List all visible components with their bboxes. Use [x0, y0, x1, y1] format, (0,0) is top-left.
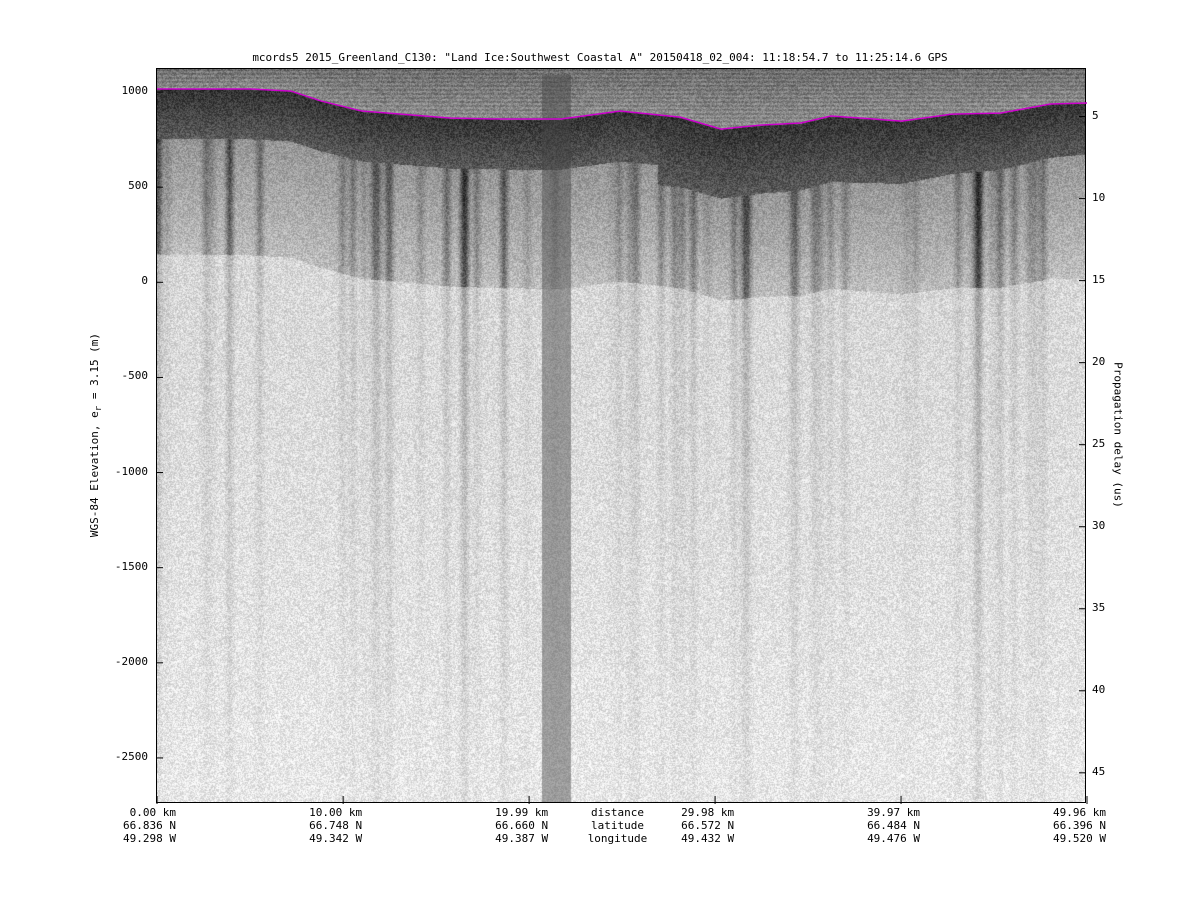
x-tick-distance: 29.98 km: [681, 806, 735, 819]
y2-tick-label: 45: [1092, 764, 1106, 778]
x-row-label: distance: [591, 806, 644, 819]
plot-overlay: [156, 88, 1088, 804]
surface-pick-line: [157, 88, 1088, 130]
chart-title: mcords5 2015_Greenland_C130: "Land Ice:S…: [252, 51, 948, 64]
y-tick-label: -2000: [114, 654, 148, 668]
x-tick-distance: 19.99 km: [495, 806, 549, 819]
y-tick-label: -500: [121, 369, 149, 383]
x-row-label: longitude: [587, 832, 648, 845]
x-tick-latitude: 66.836 N: [123, 819, 176, 832]
x-tick-longitude: 49.432 W: [681, 832, 735, 845]
x-tick-latitude: 66.484 N: [867, 819, 921, 832]
y2-tick-label: 35: [1092, 600, 1106, 614]
x-tick-longitude: 49.520 W: [1053, 832, 1106, 845]
x-row-label: latitude: [591, 819, 644, 832]
y-tick-label: 1000: [121, 84, 149, 98]
x-tick-distance: 10.00 km: [309, 806, 363, 819]
y2-tick-label: 30: [1092, 518, 1106, 532]
y-axis-label-subscript: r: [94, 405, 105, 412]
y-tick-label: -2500: [114, 749, 148, 763]
y2-tick-label: 10: [1092, 190, 1106, 204]
x-tick-distance: 49.96 km: [1053, 806, 1106, 819]
echogram-plot-area: [156, 68, 1088, 804]
x-tick-distance: 0.00 km: [129, 806, 176, 819]
y2-tick-label: 5: [1092, 108, 1099, 122]
x-tick-latitude: 66.660 N: [495, 819, 549, 832]
x-tick-distance: 39.97 km: [867, 806, 921, 819]
y-axis-label-units: = 3.15 (m): [87, 332, 101, 406]
x-tick-latitude: 66.748 N: [309, 819, 363, 832]
y-tick-label: -1000: [114, 464, 148, 478]
y-tick-label: 500: [128, 179, 148, 193]
y2-axis-label: Propagation delay (us): [1111, 362, 1125, 508]
x-tick-latitude: 66.572 N: [681, 819, 735, 832]
x-tick-longitude: 49.387 W: [495, 832, 549, 845]
y2-tick-label: 15: [1092, 272, 1106, 286]
y-axis-label: WGS-84 Elevation, er = 3.15 (m): [88, 333, 104, 537]
y2-tick-label: 20: [1092, 354, 1106, 368]
y-tick-label: -1500: [114, 559, 148, 573]
y-axis-label-text: WGS-84 Elevation, e: [87, 411, 101, 538]
radar-echogram-image: [157, 69, 1085, 802]
y2-tick-label: 25: [1092, 436, 1106, 450]
x-tick-longitude: 49.476 W: [867, 832, 921, 845]
y-tick-label: 0: [141, 274, 148, 288]
x-tick-longitude: 49.342 W: [309, 832, 363, 845]
x-tick-longitude: 49.298 W: [123, 832, 176, 845]
y2-tick-label: 40: [1092, 682, 1106, 696]
x-tick-latitude: 66.396 N: [1053, 819, 1106, 832]
